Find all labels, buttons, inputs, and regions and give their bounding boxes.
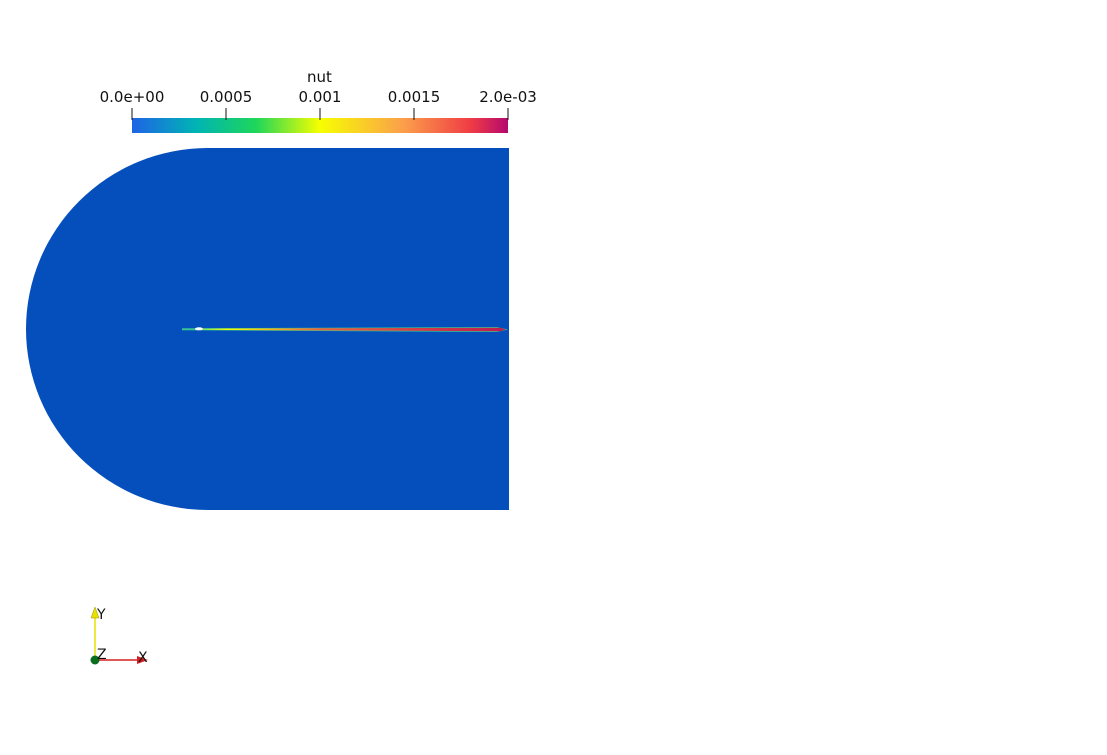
- colorbar-tick-label-1: 0.0005: [200, 88, 253, 106]
- color-legend: nut 0.0e+00 0.0005 0.001 0.0015 2.0e-03: [100, 68, 537, 133]
- colorbar-tick-label-3: 0.0015: [388, 88, 441, 106]
- wake-core: [195, 327, 506, 332]
- wake-leading-spot: [195, 327, 203, 331]
- y-axis-arrow: [90, 606, 100, 619]
- y-axis-label: Y: [96, 607, 106, 623]
- colorbar-title: nut: [307, 68, 332, 86]
- x-axis-label: X: [138, 650, 148, 666]
- x-axis-arrow: [137, 656, 148, 664]
- mesh-domain[interactable]: [26, 148, 509, 510]
- colorbar-tick-label-4: 2.0e-03: [479, 88, 537, 106]
- colorbar-gradient: [132, 118, 508, 133]
- colorbar-tick-label-0: 0.0e+00: [100, 88, 165, 106]
- orientation-axes: Y X Z: [90, 606, 148, 666]
- z-axis-label: Z: [97, 647, 107, 663]
- colorbar-tick-label-2: 0.001: [299, 88, 342, 106]
- z-axis-dot: [90, 655, 100, 665]
